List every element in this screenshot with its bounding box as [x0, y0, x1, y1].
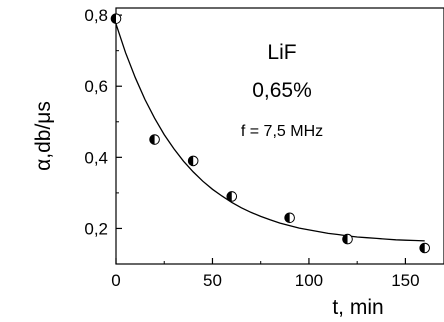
annotation-concentration: 0,65% — [252, 79, 312, 102]
data-point — [187, 155, 199, 167]
data-point — [149, 134, 160, 145]
y-tick-label: 0,4 — [84, 148, 108, 167]
x-tick-label: 100 — [295, 271, 323, 290]
plot-frame — [115, 7, 444, 265]
x-tick-label: 0 — [111, 271, 120, 290]
y-tick-label: 0,2 — [84, 219, 108, 238]
annotation-material: LiF — [267, 41, 296, 64]
annotation-frequency: f = 7,5 MHz — [241, 123, 323, 140]
fit-curve — [116, 23, 425, 242]
data-point — [284, 212, 295, 224]
data-point — [342, 233, 353, 245]
data-point — [226, 191, 238, 202]
y-tick-label: 0,6 — [84, 77, 108, 96]
y-tick-label: 0,8 — [84, 6, 108, 25]
x-tick-label: 50 — [203, 271, 222, 290]
data-point — [419, 242, 431, 254]
data-point — [110, 13, 122, 24]
x-axis-title: t, min — [332, 296, 383, 319]
y-axis-title: α,db/μs — [32, 101, 55, 171]
x-tick-label: 150 — [391, 271, 419, 290]
